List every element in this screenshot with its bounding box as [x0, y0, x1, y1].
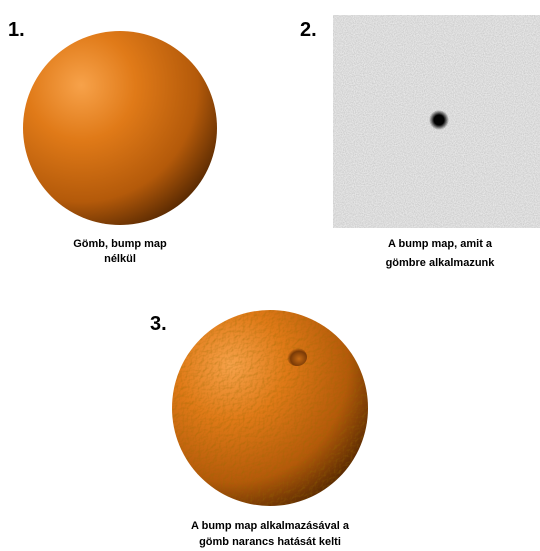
panel-number: 2.: [300, 19, 317, 41]
bump-dot: [429, 110, 449, 130]
caption: gömbre alkalmazunk: [386, 257, 496, 269]
figure: 1. Gömb, bump map nélkül 2. A bump map, …: [0, 0, 540, 551]
peel-texture: [172, 310, 368, 506]
panel-number: 3.: [150, 313, 167, 335]
caption: gömb narancs hatását kelti: [199, 536, 341, 548]
caption: Gömb, bump map: [73, 238, 167, 250]
sphere: [23, 31, 217, 225]
caption: A bump map, amit a: [388, 238, 493, 250]
caption: nélkül: [104, 253, 136, 265]
panel-number: 1.: [8, 19, 25, 41]
dimple: [287, 348, 307, 366]
caption: A bump map alkalmazásával a: [191, 520, 350, 532]
